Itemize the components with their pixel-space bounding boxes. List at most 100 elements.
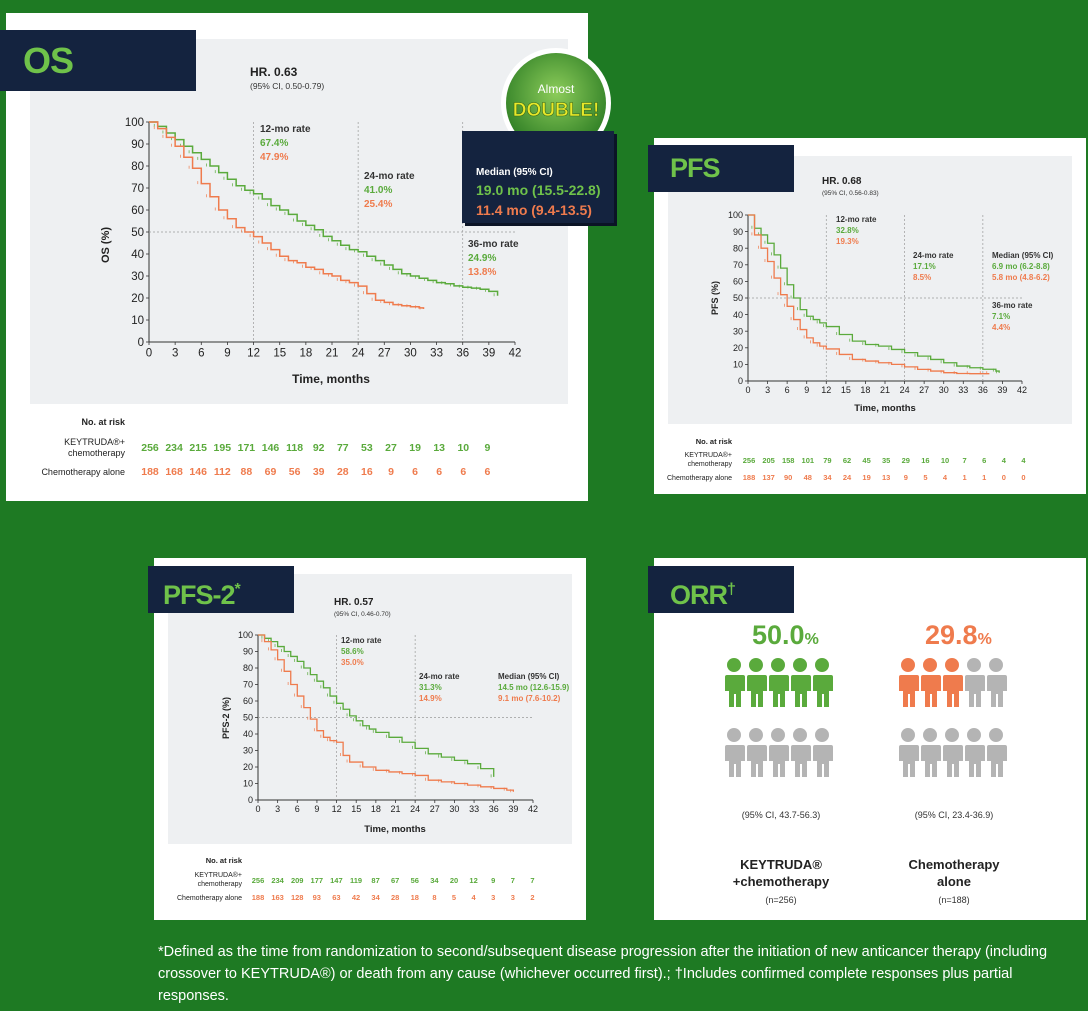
orr-arm1-value: 50.0%	[752, 620, 819, 651]
pfs2-y-tick-label: 70	[243, 680, 253, 690]
os-rate36-orange: 13.8%	[468, 267, 496, 278]
pfs-hr: HR. 0.68	[822, 176, 862, 187]
pfs2-risk-keytruda-value: 234	[271, 876, 284, 885]
pfs2-x-tick-label: 33	[469, 804, 479, 814]
pfs2-median-title: Median (95% CI)	[498, 672, 560, 681]
pfs2-y-tick-label: 90	[243, 647, 253, 657]
pfs-x-tick-label: 15	[841, 385, 851, 395]
os-rate12-orange: 47.9%	[260, 152, 288, 163]
pfs-y-tick-label: 20	[733, 343, 743, 353]
pfs-rate12-label: 12-mo rate	[836, 215, 877, 224]
pfs2-risk-keytruda-value: 56	[411, 876, 419, 885]
pfs-risk-title: No. at risk	[696, 437, 733, 446]
pfs-risk-keytruda-value: 62	[843, 456, 851, 465]
os-risk-chemo-value: 168	[165, 466, 183, 478]
os-risk-title: No. at risk	[81, 417, 126, 427]
pfs2-x-tick-label: 0	[255, 804, 260, 814]
person-icon	[813, 728, 833, 777]
pfs2-y-tick-label: 80	[243, 663, 253, 673]
orr-arm1-ci: (95% CI, 43.7-56.3)	[741, 810, 821, 820]
person-icon	[747, 658, 767, 707]
os-x-tick-label: 9	[224, 348, 230, 360]
orr-arm2-name-line1: Chemotherapy	[908, 857, 1000, 872]
pfs-x-tick-label: 42	[1017, 385, 1027, 395]
pfs-rate36-label: 36-mo rate	[992, 301, 1033, 310]
person-icon	[921, 658, 941, 707]
orr-arm1-name-line2: +chemotherapy	[732, 874, 830, 889]
pfs2-risk-chemo-value: 18	[411, 893, 419, 902]
os-x-tick-label: 12	[247, 348, 260, 360]
os-risk-keytruda-value: 234	[165, 442, 183, 454]
pfs2-x-tick-label: 12	[332, 804, 342, 814]
pfs2-rate12-orange: 35.0%	[341, 658, 364, 667]
person-icon	[899, 728, 919, 777]
pfs-risk-arm1-line2: chemotherapy	[688, 461, 733, 468]
pfs-series-chemo-line	[748, 214, 990, 375]
orr-arm2-ci: (95% CI, 23.4-36.9)	[914, 810, 994, 820]
os-hr-ci: (95% CI, 0.50-0.79)	[250, 81, 324, 91]
pfs2-x-tick-label: 21	[390, 804, 400, 814]
pfs-median-title: Median (95% CI)	[992, 251, 1054, 260]
pfs-risk-keytruda-value: 79	[823, 456, 831, 465]
os-risk-chemo-value: 69	[265, 466, 277, 478]
pfs2-risk-keytruda-value: 12	[469, 876, 477, 885]
os-risk-chemo-value: 88	[241, 466, 253, 478]
pfs-y-tick-label: 90	[733, 227, 743, 237]
pfs2-x-tick-label: 27	[430, 804, 440, 814]
os-x-tick-label: 27	[378, 348, 391, 360]
pfs2-hr: HR. 0.57	[334, 597, 374, 608]
os-rate24-green: 41.0%	[364, 185, 392, 196]
pfs2-y-tick-label: 60	[243, 696, 253, 706]
os-risk-chemo-value: 188	[141, 466, 159, 478]
pfs2-risk-chemo-value: 42	[352, 893, 360, 902]
pfs-risk-chemo-value: 24	[843, 473, 852, 482]
pfs-y-tick-label: 50	[733, 293, 743, 303]
os-median-green: 19.0 mo (15.5-22.8)	[476, 182, 601, 198]
os-tag: OS	[0, 30, 196, 91]
os-risk-chemo-value: 6	[460, 466, 466, 478]
pfs2-risk-chemo-value: 2	[530, 893, 534, 902]
pfs-risk-keytruda-value: 256	[743, 456, 756, 465]
pfs-y-tick-label: 60	[733, 277, 743, 287]
pfs-median-orange: 5.8 mo (4.8-6.2)	[992, 273, 1050, 282]
pfs-hr-ci: (95% CI, 0.56-0.83)	[822, 190, 879, 197]
pfs-risk-keytruda-value: 101	[802, 456, 815, 465]
pfs2-x-tick-label: 30	[449, 804, 459, 814]
pfs2-risk-chemo-value: 3	[511, 893, 515, 902]
pfs-risk-keytruda-value: 6	[982, 456, 986, 465]
os-y-tick-label: 20	[131, 293, 144, 305]
pfs2-risk-keytruda-value: 87	[371, 876, 379, 885]
os-risk-keytruda-value: 77	[337, 442, 349, 454]
pfs-plot-area	[668, 156, 1072, 424]
os-x-tick-label: 21	[326, 348, 339, 360]
pfs-risk-keytruda-value: 10	[941, 456, 949, 465]
pfs2-risk-keytruda-value: 9	[491, 876, 495, 885]
pfs2-rate24-orange: 14.9%	[419, 694, 442, 703]
pfs-risk-keytruda-value: 45	[862, 456, 870, 465]
orr-icons	[725, 658, 1007, 777]
os-y-tick-label: 60	[131, 205, 144, 217]
pfs-rate24-orange: 8.5%	[913, 273, 931, 282]
pfs-risk-chemo-value: 34	[823, 473, 832, 482]
os-risk-arm1-line1: KEYTRUDA®+	[64, 437, 125, 447]
person-icon	[791, 658, 811, 707]
pfs2-x-tick-label: 42	[528, 804, 538, 814]
os-y-tick-label: 90	[131, 139, 144, 151]
pfs2-rate24-label: 24-mo rate	[419, 672, 460, 681]
pfs-risk-keytruda-value: 158	[782, 456, 795, 465]
pfs2-x-tick-label: 6	[295, 804, 300, 814]
os-rate24-orange: 25.4%	[364, 199, 392, 210]
os-risk-chemo-value: 112	[214, 466, 231, 478]
pfs-risk-chemo-value: 0	[1002, 473, 1006, 482]
pfs-x-tick-label: 30	[939, 385, 949, 395]
os-x-tick-label: 15	[273, 348, 286, 360]
pfs-risk-chemo-value: 1	[982, 473, 986, 482]
os-xlabel: Time, months	[292, 372, 370, 386]
os-series-keytruda-line	[149, 121, 499, 296]
pfs-x-tick-label: 0	[745, 385, 750, 395]
orr-arm1-percent: %	[804, 631, 819, 648]
os-tag-label: OS	[23, 40, 74, 81]
person-icon	[987, 658, 1007, 707]
pfs2-hr-ci: (95% CI, 0.46-0.70)	[334, 611, 391, 618]
pfs2-risk-keytruda-value: 20	[450, 876, 458, 885]
